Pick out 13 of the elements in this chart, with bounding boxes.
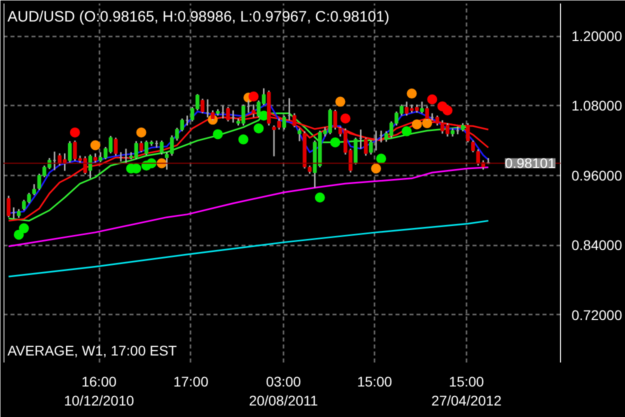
x-tick-label: 15:00 (357, 374, 392, 390)
x-tick-label: 03:00 20/08/2011 (248, 374, 318, 409)
x-tick-label: 17:00 (173, 374, 209, 390)
y-tick-label: 0.96000 (572, 167, 622, 184)
chart-title: AUD/USD (O:0.98165, H:0.98986, L:0.97967, C:0.98101) (8, 8, 390, 26)
x-tick-label: 16:00 10/12/2010 (64, 374, 134, 409)
x-tick-label: 15:00 27/04/2012 (431, 374, 502, 409)
y-tick-label: 0.72000 (572, 306, 622, 323)
ref-line-label: 0.98101 (504, 155, 556, 172)
y-tick-label: 0.84000 (572, 237, 622, 254)
y-tick-label: 1.08000 (572, 98, 622, 114)
annotation: AVERAGE, W1, 17:00 EST (8, 342, 178, 358)
y-tick-label: 1.20000 (572, 28, 622, 44)
